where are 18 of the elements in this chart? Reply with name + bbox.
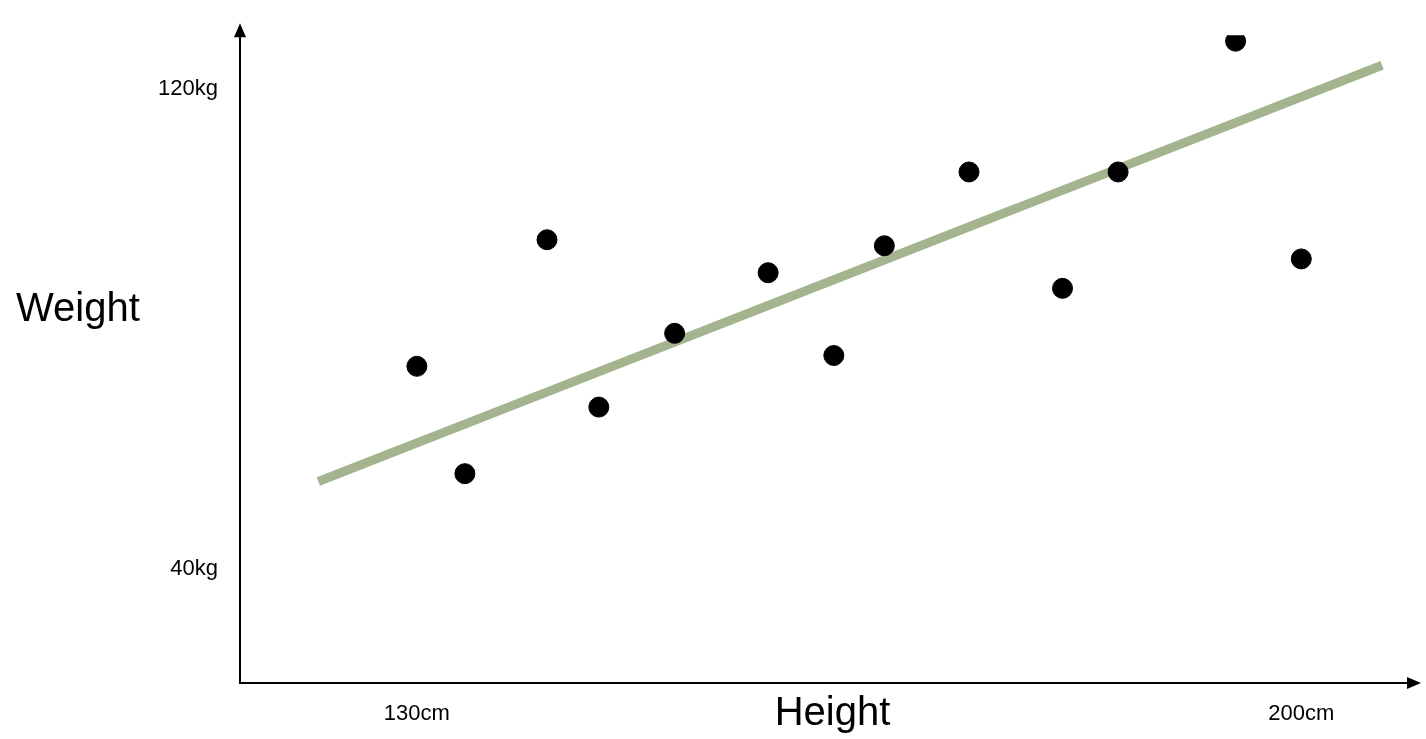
point <box>588 396 610 418</box>
point <box>823 345 845 366</box>
x-tick-label: 200cm <box>1268 700 1335 726</box>
point <box>1052 277 1073 299</box>
y-tick-label: 40kg <box>170 555 218 581</box>
y-axis-title: Weight <box>16 285 140 330</box>
point <box>664 322 686 344</box>
y-tick-label: 120kg <box>158 75 218 101</box>
point <box>536 229 558 251</box>
point <box>454 463 476 485</box>
point <box>406 355 428 377</box>
point <box>958 161 980 183</box>
x-axis-title: Height <box>774 689 891 734</box>
point <box>873 235 895 257</box>
x-tick-label: 130cm <box>383 700 450 726</box>
point <box>1107 161 1129 183</box>
point <box>1290 248 1312 270</box>
point <box>757 262 779 284</box>
